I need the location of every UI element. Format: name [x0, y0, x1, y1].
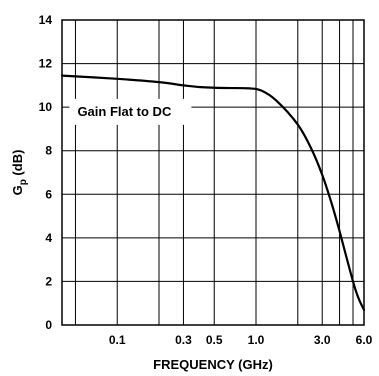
x-tick-label: 0.5: [206, 333, 223, 347]
grid: [62, 19, 365, 326]
annotation-background: [69, 98, 192, 125]
x-tick-labels: 0.1 0.3 0.5 1.0 3.0 6.0: [109, 333, 373, 347]
y-tick-label: 6: [45, 187, 52, 201]
annotation-gain-flat: Gain Flat to DC: [77, 104, 172, 119]
y-axis-title-main: G: [10, 185, 25, 195]
series-line: [60, 74, 366, 311]
y-tick-label: 4: [45, 231, 52, 245]
y-tick-label: 2: [45, 274, 52, 288]
x-axis-title: FREQUENCY (GHz): [153, 357, 273, 372]
y-axis-title-unit: (dB): [10, 150, 25, 180]
x-tick-label: 3.0: [314, 333, 331, 347]
x-tick-label: 6.0: [356, 333, 373, 347]
y-tick-label: 0: [45, 318, 52, 332]
y-axis-title-sub: p: [18, 179, 29, 185]
y-tick-label: 14: [39, 13, 53, 27]
x-tick-label: 0.1: [109, 333, 126, 347]
y-tick-labels: 0 2 4 6 8 10 12 14: [39, 13, 53, 332]
y-tick-label: 12: [39, 57, 53, 71]
y-axis-title: Gp (dB): [10, 150, 29, 196]
plot-frame: [61, 19, 365, 326]
y-tick-label: 8: [45, 144, 52, 158]
x-tick-label: 1.0: [248, 333, 265, 347]
x-tick-label: 0.3: [175, 333, 192, 347]
y-tick-label: 10: [39, 100, 53, 114]
